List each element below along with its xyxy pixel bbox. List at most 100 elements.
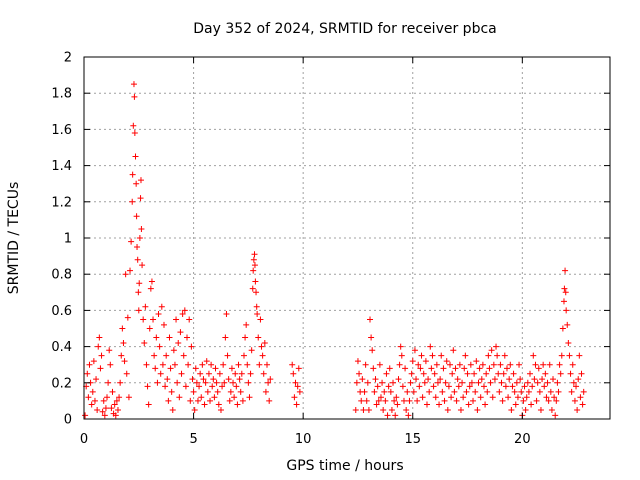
data-point-marker [365,406,372,413]
data-point-marker [491,376,498,383]
data-point-marker [174,379,181,386]
data-point-marker [502,383,509,390]
data-point-marker [517,376,524,383]
data-point-marker [490,361,497,368]
data-point-marker [483,370,490,377]
data-point-marker [375,397,382,404]
data-point-marker [89,388,96,395]
data-point-marker [390,379,397,386]
y-tick-label: 1.8 [51,87,72,102]
data-point-marker [245,379,252,386]
data-point-marker [84,370,91,377]
data-point-marker [472,388,479,395]
data-point-marker [217,406,224,413]
data-point-marker [444,406,451,413]
data-point-marker [181,307,188,314]
data-point-marker [131,130,138,137]
data-point-marker [122,271,129,278]
data-point-marker [441,397,448,404]
data-point-marker [542,370,549,377]
data-point-marker [554,379,561,386]
data-point-marker [488,347,495,354]
x-tick-label: 20 [514,432,531,447]
data-point-marker [404,388,411,395]
data-point-marker [570,379,577,386]
data-point-marker [527,370,534,377]
data-point-marker [393,394,400,401]
data-point-marker [90,358,97,365]
data-point-marker [296,388,303,395]
data-point-marker [367,316,374,323]
data-point-marker [242,334,249,341]
data-point-marker [436,401,443,408]
data-point-marker [137,177,144,184]
data-point-marker [579,401,586,408]
data-point-marker [477,394,484,401]
data-point-marker [200,376,207,383]
y-tick-label: 0.8 [51,268,72,283]
data-point-marker [185,361,192,368]
data-point-marker [388,406,395,413]
data-point-marker [507,361,514,368]
data-point-marker [364,379,371,386]
data-point-marker [266,397,273,404]
data-points [82,81,587,419]
data-point-marker [494,352,501,359]
y-tick-label: 0.2 [51,376,72,391]
data-point-marker [541,383,548,390]
data-point-marker [114,406,121,413]
data-point-marker [95,343,102,350]
data-point-marker [135,307,142,314]
data-point-marker [119,325,126,332]
data-point-marker [512,401,519,408]
data-point-marker [467,361,474,368]
data-point-marker [569,361,576,368]
data-point-marker [125,394,132,401]
data-point-marker [233,383,240,390]
data-point-marker [210,376,217,383]
data-point-marker [377,394,384,401]
data-point-marker [571,397,578,404]
data-point-marker [201,401,208,408]
data-point-marker [208,361,215,368]
data-point-marker [560,298,567,305]
data-point-marker [430,383,437,390]
data-point-marker [264,361,271,368]
data-point-marker [159,361,166,368]
data-point-marker [553,397,560,404]
data-point-marker [461,365,468,372]
data-point-marker [478,376,485,383]
data-point-marker [408,370,415,377]
data-point-marker [211,394,218,401]
data-point-marker [257,316,264,323]
data-point-marker [223,311,230,318]
data-point-marker [505,394,512,401]
data-point-marker [421,379,428,386]
data-point-marker [506,376,513,383]
data-point-marker [177,329,184,336]
data-point-marker [518,388,525,395]
data-point-marker [406,397,413,404]
data-point-marker [140,316,147,323]
data-point-marker [255,334,262,341]
data-point-marker [246,394,253,401]
x-tick-label: 5 [189,432,197,447]
data-point-marker [124,314,131,321]
data-point-marker [409,358,416,365]
data-point-marker [118,352,125,359]
data-point-marker [496,388,503,395]
data-point-marker [479,361,486,368]
data-point-marker [537,406,544,413]
data-point-marker [397,343,404,350]
data-point-marker [226,397,233,404]
data-point-marker [137,195,144,202]
data-point-marker [142,303,149,310]
data-point-marker [193,379,200,386]
data-point-marker [139,262,146,269]
data-point-marker [455,383,462,390]
x-tick-label: 15 [404,432,421,447]
data-point-marker [497,361,504,368]
data-point-marker [227,388,234,395]
data-point-marker [387,388,394,395]
